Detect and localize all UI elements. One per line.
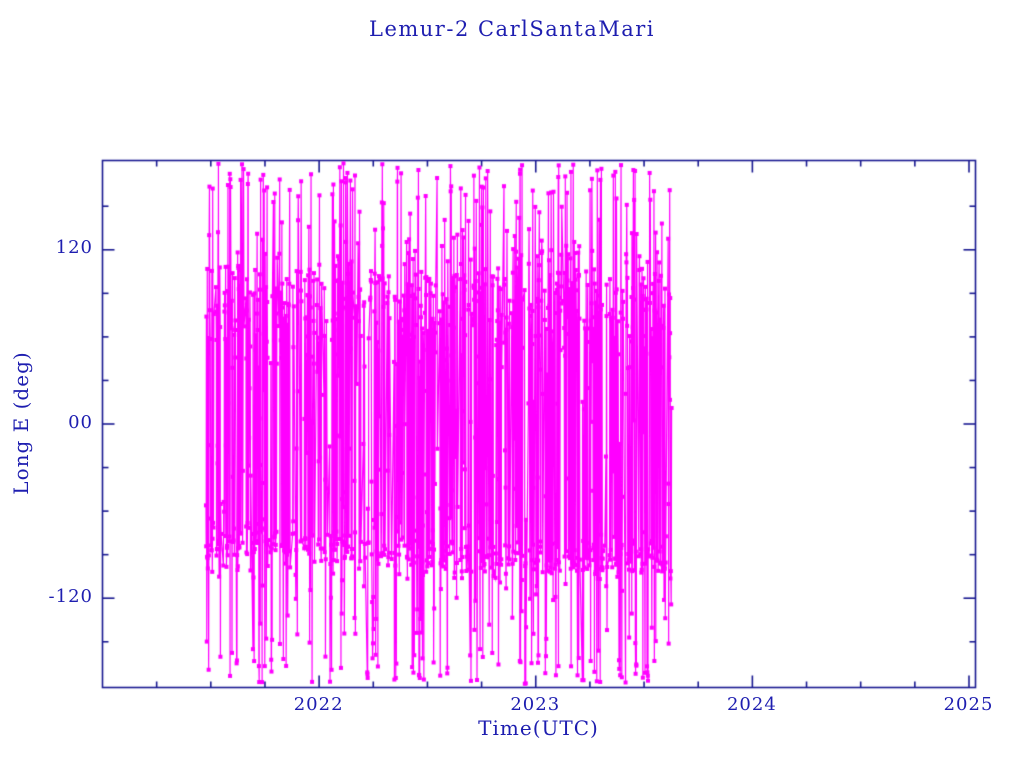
chart-title: Lemur-2 CarlSantaMari: [369, 17, 655, 41]
y-tick-label: 00: [68, 411, 93, 433]
y-tick-label: 120: [55, 237, 93, 259]
x-tick-label: 2025: [943, 694, 994, 715]
x-axis-label: Time(UTC): [478, 716, 599, 740]
x-tick-label: 2022: [293, 694, 344, 715]
y-tick-label: -120: [48, 585, 93, 607]
x-tick-label: 2023: [510, 694, 561, 715]
x-tick-label: 2024: [726, 694, 777, 715]
